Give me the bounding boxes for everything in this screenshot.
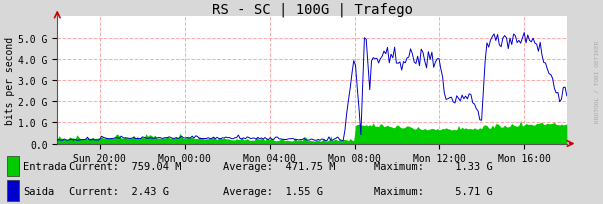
Text: Current:  759.04 M: Current: 759.04 M — [69, 161, 182, 171]
Text: Average:  1.55 G: Average: 1.55 G — [223, 186, 323, 196]
Text: RRDTOOL / TOBI OETIKER: RRDTOOL / TOBI OETIKER — [595, 41, 600, 123]
Text: Saida: Saida — [23, 186, 54, 196]
Y-axis label: bits per second: bits per second — [5, 37, 16, 124]
Text: Maximum:     5.71 G: Maximum: 5.71 G — [374, 186, 493, 196]
Text: Average:  471.75 M: Average: 471.75 M — [223, 161, 336, 171]
Title: RS - SC | 100G | Trafego: RS - SC | 100G | Trafego — [212, 2, 412, 17]
Text: Maximum:     1.33 G: Maximum: 1.33 G — [374, 161, 493, 171]
Text: Current:  2.43 G: Current: 2.43 G — [69, 186, 169, 196]
Text: Entrada: Entrada — [23, 161, 67, 171]
